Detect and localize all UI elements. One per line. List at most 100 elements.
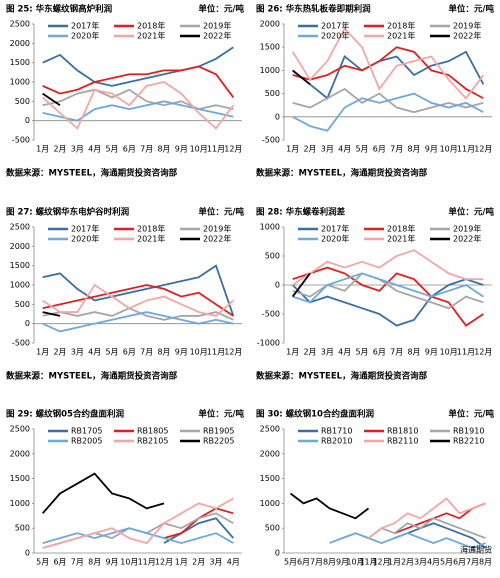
x-tick-label: 8月 (88, 558, 101, 567)
chart-title: 图 30: 螺纹钢10合约盘面利润 (256, 409, 374, 420)
x-tick-label: 11月 (138, 558, 156, 567)
x-tick-label: 7月 (310, 558, 323, 567)
x-tick-label: 2月 (53, 348, 66, 357)
x-tick-label: 7月 (140, 145, 153, 154)
series-line (42, 92, 61, 106)
x-tick-label: 9月 (175, 348, 188, 357)
x-tick-label: 1月 (286, 145, 299, 154)
series-line (329, 532, 486, 550)
y-tick-label: 1000 (260, 223, 280, 232)
x-tick-label: 12月 (372, 558, 390, 567)
x-tick-label: 2月 (192, 558, 205, 567)
chart-title: 图 25: 华东螺纹钢高炉利润 (6, 4, 113, 15)
x-tick-label: 1月 (388, 558, 401, 567)
x-tick-label: 8月 (407, 145, 420, 154)
y-tick-label: 2000 (260, 449, 280, 458)
x-tick-label: 3月 (71, 145, 84, 154)
x-tick-label: 6月 (373, 145, 386, 154)
x-tick-label: 1月 (36, 145, 49, 154)
y-tick-label: 1500 (260, 474, 280, 483)
x-tick-label: 10月 (346, 558, 364, 567)
legend-label: 2019年 (453, 224, 481, 234)
x-tick-label: 3月 (321, 145, 334, 154)
x-tick-label: 11月 (457, 348, 475, 357)
y-tick-label: 500 (15, 97, 30, 106)
y-tick-label: 2000 (10, 449, 30, 458)
y-tick-label: 0 (275, 549, 280, 558)
y-tick-label: 500 (15, 300, 30, 309)
x-tick-label: 7月 (390, 145, 403, 154)
series-line (42, 100, 234, 122)
series-line (292, 278, 484, 327)
y-tick-label: 500 (15, 524, 30, 533)
legend-label: 2017年 (71, 224, 99, 234)
x-tick-label: 7月 (466, 558, 479, 567)
legend-label: 2019年 (203, 224, 231, 234)
series-line (42, 497, 234, 549)
series-line (292, 92, 484, 132)
x-tick-label: 9月 (336, 558, 349, 567)
x-tick-label: 4月 (227, 558, 240, 567)
legend-label: 2022年 (453, 31, 481, 41)
y-tick-label: 1500 (10, 261, 30, 270)
y-tick-label: 2500 (10, 425, 30, 434)
x-tick-label: 1月 (286, 348, 299, 357)
x-tick-label: 11月 (457, 145, 475, 154)
legend-label: 2022年 (203, 234, 231, 244)
series-line (42, 46, 234, 87)
legend-label: 2020年 (71, 234, 99, 244)
legend-label: RB1810 (387, 427, 418, 436)
y-tick-label: 2000 (10, 242, 30, 251)
x-tick-label: 10月 (120, 558, 138, 567)
legend-label: 2021年 (387, 234, 415, 244)
source-note: 数据来源：MYSTEEL，海通期货投资咨询部 (256, 371, 428, 382)
series-line (291, 272, 311, 298)
x-tick-label: 11月 (207, 145, 225, 154)
x-tick-label: 8月 (157, 145, 170, 154)
y-tick-label: 1000 (260, 499, 280, 508)
y-tick-label: 0 (275, 281, 280, 290)
x-tick-label: 8月 (157, 348, 170, 357)
x-tick-label: 3月 (71, 348, 84, 357)
legend-label: 2021年 (387, 31, 415, 41)
x-tick-label: 8月 (407, 348, 420, 357)
x-tick-label: 12月 (155, 558, 173, 567)
x-tick-label: 11月 (207, 348, 225, 357)
y-tick-label: 1500 (10, 474, 30, 483)
chart-title: 图 29: 螺纹钢05合约盘面利润 (6, 409, 124, 420)
series-line (42, 311, 234, 333)
x-tick-label: 4月 (88, 145, 101, 154)
x-tick-label: 3月 (414, 558, 427, 567)
x-tick-label: 4月 (88, 348, 101, 357)
x-tick-label: 2月 (53, 145, 66, 154)
y-tick-label: 1000 (260, 66, 280, 75)
legend-label: 2022年 (203, 31, 231, 41)
legend-label: 2017年 (71, 21, 99, 31)
series-line (42, 88, 234, 111)
y-tick-label: 0 (25, 549, 30, 558)
y-tick-label: -500 (12, 339, 30, 348)
legend-label: 2020年 (71, 31, 99, 41)
source-note: 数据来源：MYSTEEL，海通期货投资咨询部 (6, 371, 178, 382)
series-line (291, 27, 485, 100)
x-tick-label: 6月 (123, 348, 136, 357)
x-tick-label: 5月 (440, 558, 453, 567)
series-line (292, 272, 484, 304)
y-tick-label: -500 (262, 136, 280, 145)
series-line (42, 527, 234, 545)
y-tick-label: 0 (25, 116, 30, 125)
series-line (41, 472, 165, 514)
unit-label: 单位：元/吨 (448, 207, 494, 218)
y-tick-label: -1000 (257, 339, 280, 348)
x-tick-label: 4月 (338, 348, 351, 357)
legend-label: 2021年 (137, 31, 165, 41)
legend-label: 2022年 (453, 234, 481, 244)
y-tick-label: 500 (265, 524, 280, 533)
x-tick-label: 4月 (338, 145, 351, 154)
chart-title: 图 28: 华东螺卷利润差 (256, 207, 346, 218)
y-tick-label: 2500 (10, 20, 30, 29)
x-tick-label: 7月 (71, 558, 84, 567)
series-line (42, 65, 235, 99)
legend-label: 2019年 (453, 21, 481, 31)
